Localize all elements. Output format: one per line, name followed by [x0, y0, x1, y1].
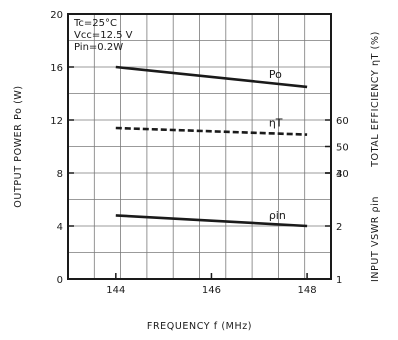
series-label-po: Po	[269, 68, 282, 81]
x-axis-title: FREQUENCY f (MHz)	[147, 321, 252, 332]
tick-label-left: 0	[57, 275, 63, 286]
tick-label-efficiency: 50	[336, 143, 349, 154]
tick-label-left: 12	[50, 116, 63, 127]
series-line-rho	[115, 214, 308, 228]
y-axis-vswr-title: INPUT VSWR ρin	[370, 196, 381, 282]
y-axis-efficiency-title: TOTAL EFFICIENCY ηT (%)	[370, 31, 381, 168]
tick-label-left: 20	[50, 10, 63, 21]
series-line-eta	[115, 126, 308, 136]
tick-label-x: 146	[202, 285, 221, 296]
condition-vcc: Vcc=12.5 V	[74, 30, 133, 41]
tick-label-vswr: 1	[336, 275, 342, 286]
tick-label-vswr: 2	[336, 222, 342, 233]
conditions-block: Tc=25°C Vcc=12.5 V Pin=0.2W	[73, 18, 133, 53]
series-label-rho: ρin	[269, 209, 286, 222]
series-layer	[115, 65, 308, 228]
tick-label-vswr: 3	[336, 169, 342, 180]
grid-layer	[68, 14, 331, 279]
tick-label-left: 8	[57, 169, 63, 180]
y-axis-left-title: OUTPUT POWER Po (W)	[13, 85, 24, 207]
condition-tc: Tc=25°C	[73, 18, 117, 29]
tick-label-left: 16	[50, 63, 63, 74]
series-line-po	[115, 65, 308, 89]
tick-label-x: 148	[298, 285, 317, 296]
condition-pin: Pin=0.2W	[74, 42, 123, 53]
series-label-eta: ηT	[269, 116, 283, 129]
tick-label-left: 4	[57, 222, 63, 233]
tick-label-efficiency: 60	[336, 116, 349, 127]
tick-label-x: 144	[106, 285, 125, 296]
series-labels: Po ηT ρin	[269, 68, 286, 222]
tick-label-efficiency: 40	[336, 169, 349, 180]
